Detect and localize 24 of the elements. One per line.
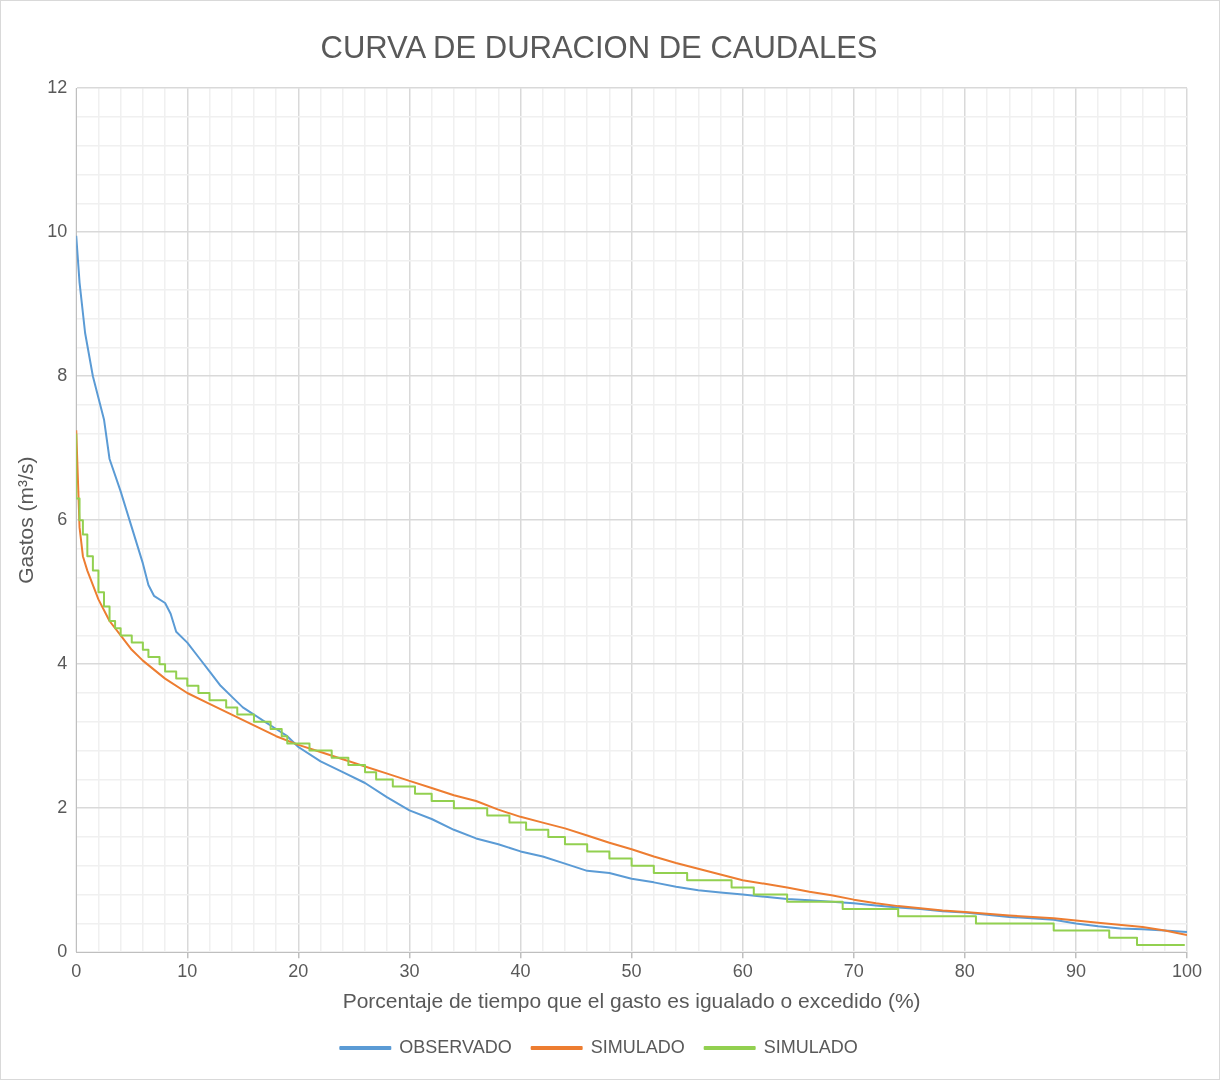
x-axis-title: Porcentaje de tiempo que el gasto es igualado o excedido (%) bbox=[342, 989, 921, 1013]
y-tick-label: 6 bbox=[57, 509, 68, 530]
legend-label: SIMULADO bbox=[763, 1036, 858, 1057]
y-tick-label: 4 bbox=[57, 653, 68, 674]
chart-title: CURVA DE DURACION DE CAUDALES bbox=[320, 30, 878, 66]
x-tick-label: 70 bbox=[843, 960, 864, 981]
x-tick-label: 20 bbox=[288, 960, 309, 981]
y-tick-label: 8 bbox=[57, 365, 68, 386]
y-tick-label: 12 bbox=[47, 77, 68, 98]
x-tick-label: 90 bbox=[1065, 960, 1086, 981]
y-tick-label: 10 bbox=[47, 221, 68, 242]
y-tick-label: 0 bbox=[57, 941, 68, 962]
x-tick-label: 80 bbox=[954, 960, 975, 981]
legend-label: OBSERVADO bbox=[399, 1036, 512, 1057]
y-tick-label: 2 bbox=[57, 797, 68, 818]
y-axis-title: Gastos (m³/s) bbox=[14, 456, 38, 584]
x-tick-label: 50 bbox=[621, 960, 642, 981]
x-tick-label: 30 bbox=[399, 960, 420, 981]
x-tick-label: 60 bbox=[732, 960, 753, 981]
legend-label: SIMULADO bbox=[590, 1036, 685, 1057]
x-tick-label: 0 bbox=[71, 960, 82, 981]
x-tick-label: 40 bbox=[510, 960, 531, 981]
x-tick-label: 100 bbox=[1171, 960, 1203, 981]
x-tick-label: 10 bbox=[177, 960, 198, 981]
